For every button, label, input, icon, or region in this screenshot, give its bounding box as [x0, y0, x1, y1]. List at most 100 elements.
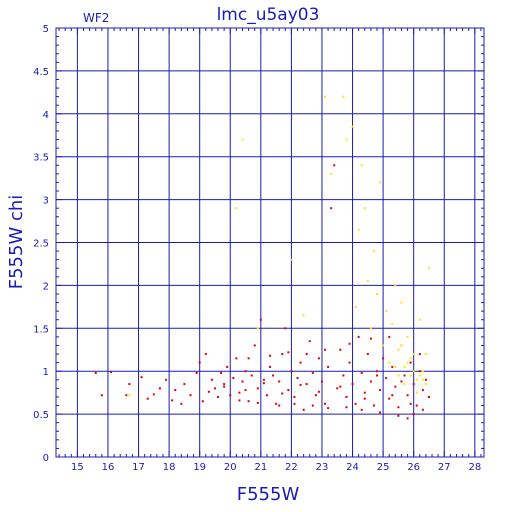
tick-labels: 15 16 17 18 19 20 21 22 23 24 25 26 27 28 0 0.5 1 1.5 2 2.5… — [33, 24, 481, 473]
yellow-data-point — [427, 267, 430, 270]
red-data-point — [152, 393, 155, 396]
red-data-point — [345, 395, 348, 398]
x-tick-label: 15 — [71, 462, 84, 473]
red-data-point — [207, 390, 210, 393]
red-data-point — [397, 406, 400, 409]
x-tick-label: 27 — [438, 462, 451, 473]
yellow-data-point — [394, 365, 397, 368]
yellow-data-point — [372, 250, 375, 253]
x-tick-label: 18 — [163, 462, 176, 473]
red-data-point — [342, 374, 345, 377]
red-data-point — [290, 370, 293, 373]
yellow-data-point — [290, 258, 293, 261]
red-data-point — [302, 408, 305, 411]
y-tick-label: 2.5 — [33, 239, 49, 250]
red-data-point — [388, 335, 391, 338]
red-data-point — [284, 327, 287, 330]
x-tick-label: 22 — [285, 462, 298, 473]
yellow-data-point — [424, 383, 427, 386]
x-tick-label: 23 — [316, 462, 329, 473]
red-data-point — [388, 397, 391, 400]
red-data-point — [330, 207, 333, 210]
red-data-point — [272, 374, 275, 377]
red-data-point — [256, 401, 259, 404]
red-data-point — [376, 374, 378, 377]
red-data-point — [94, 371, 97, 374]
red-data-point — [238, 391, 241, 394]
tick-marks — [56, 27, 484, 458]
y-tick-label: 3.5 — [33, 153, 49, 164]
red-data-point — [369, 380, 372, 383]
red-data-point — [421, 408, 424, 411]
red-data-point — [265, 394, 268, 397]
yellow-data-point — [235, 207, 238, 210]
red-data-point — [269, 365, 271, 368]
red-data-point — [256, 387, 259, 390]
red-data-point — [400, 380, 403, 383]
yellow-data-point — [421, 378, 424, 381]
red-data-point — [204, 353, 207, 356]
red-data-point — [327, 365, 330, 368]
red-data-point — [269, 354, 271, 357]
red-data-point — [324, 402, 327, 405]
red-data-point — [317, 357, 320, 360]
red-data-point — [363, 397, 366, 400]
red-data-point — [229, 394, 232, 397]
red-data-point — [220, 371, 223, 374]
red-data-point — [412, 383, 415, 386]
x-tick-label: 26 — [407, 462, 420, 473]
red-data-point — [357, 335, 360, 338]
red-data-point — [403, 374, 406, 377]
red-data-point — [226, 365, 229, 368]
yellow-data-point — [400, 344, 403, 347]
red-data-point — [223, 383, 226, 386]
red-data-point — [278, 380, 281, 383]
red-data-point — [409, 402, 412, 405]
y-tick-label: 5 — [43, 24, 49, 35]
yellow-data-point — [302, 314, 305, 317]
red-data-point — [158, 387, 161, 390]
yellow-data-point — [403, 365, 406, 368]
red-data-point — [320, 380, 323, 383]
red-data-point — [262, 382, 265, 385]
red-data-point — [372, 404, 375, 407]
red-data-point — [339, 348, 342, 351]
red-data-point — [278, 404, 281, 407]
x-tick-label: 28 — [468, 462, 481, 473]
red-data-point — [232, 377, 235, 380]
yellow-data-point — [415, 378, 418, 381]
red-data-point — [360, 371, 363, 374]
yellow-data-point — [388, 361, 391, 364]
red-data-point — [369, 337, 372, 340]
red-data-point — [183, 383, 186, 386]
yellow-data-point — [128, 394, 131, 397]
yellow-data-point — [342, 95, 345, 98]
red-data-point — [296, 377, 299, 380]
red-data-point — [333, 164, 336, 167]
red-data-point — [198, 361, 201, 364]
yellow-data-point — [379, 181, 382, 184]
y-tick-label: 1 — [43, 367, 49, 378]
red-data-point — [223, 385, 226, 388]
red-data-point — [317, 390, 320, 393]
red-data-point — [293, 402, 296, 405]
red-data-point — [125, 394, 128, 397]
red-data-point — [345, 406, 348, 409]
yellow-data-point — [397, 348, 400, 351]
red-data-point — [235, 357, 238, 360]
y-tick-label: 3 — [43, 196, 49, 207]
red-data-point — [174, 389, 177, 392]
red-data-point — [210, 378, 213, 381]
yellow-data-point — [357, 228, 360, 231]
grid — [56, 28, 484, 457]
red-data-point — [354, 402, 357, 405]
red-data-point — [415, 404, 418, 407]
red-data-point — [348, 361, 351, 364]
red-data-point — [238, 399, 241, 402]
yellow-data-point — [345, 138, 348, 141]
red-data-point — [146, 397, 149, 400]
red-data-point — [299, 361, 302, 364]
red-data-point — [180, 402, 183, 405]
red-data-point — [287, 389, 290, 392]
red-data-point — [165, 378, 168, 381]
